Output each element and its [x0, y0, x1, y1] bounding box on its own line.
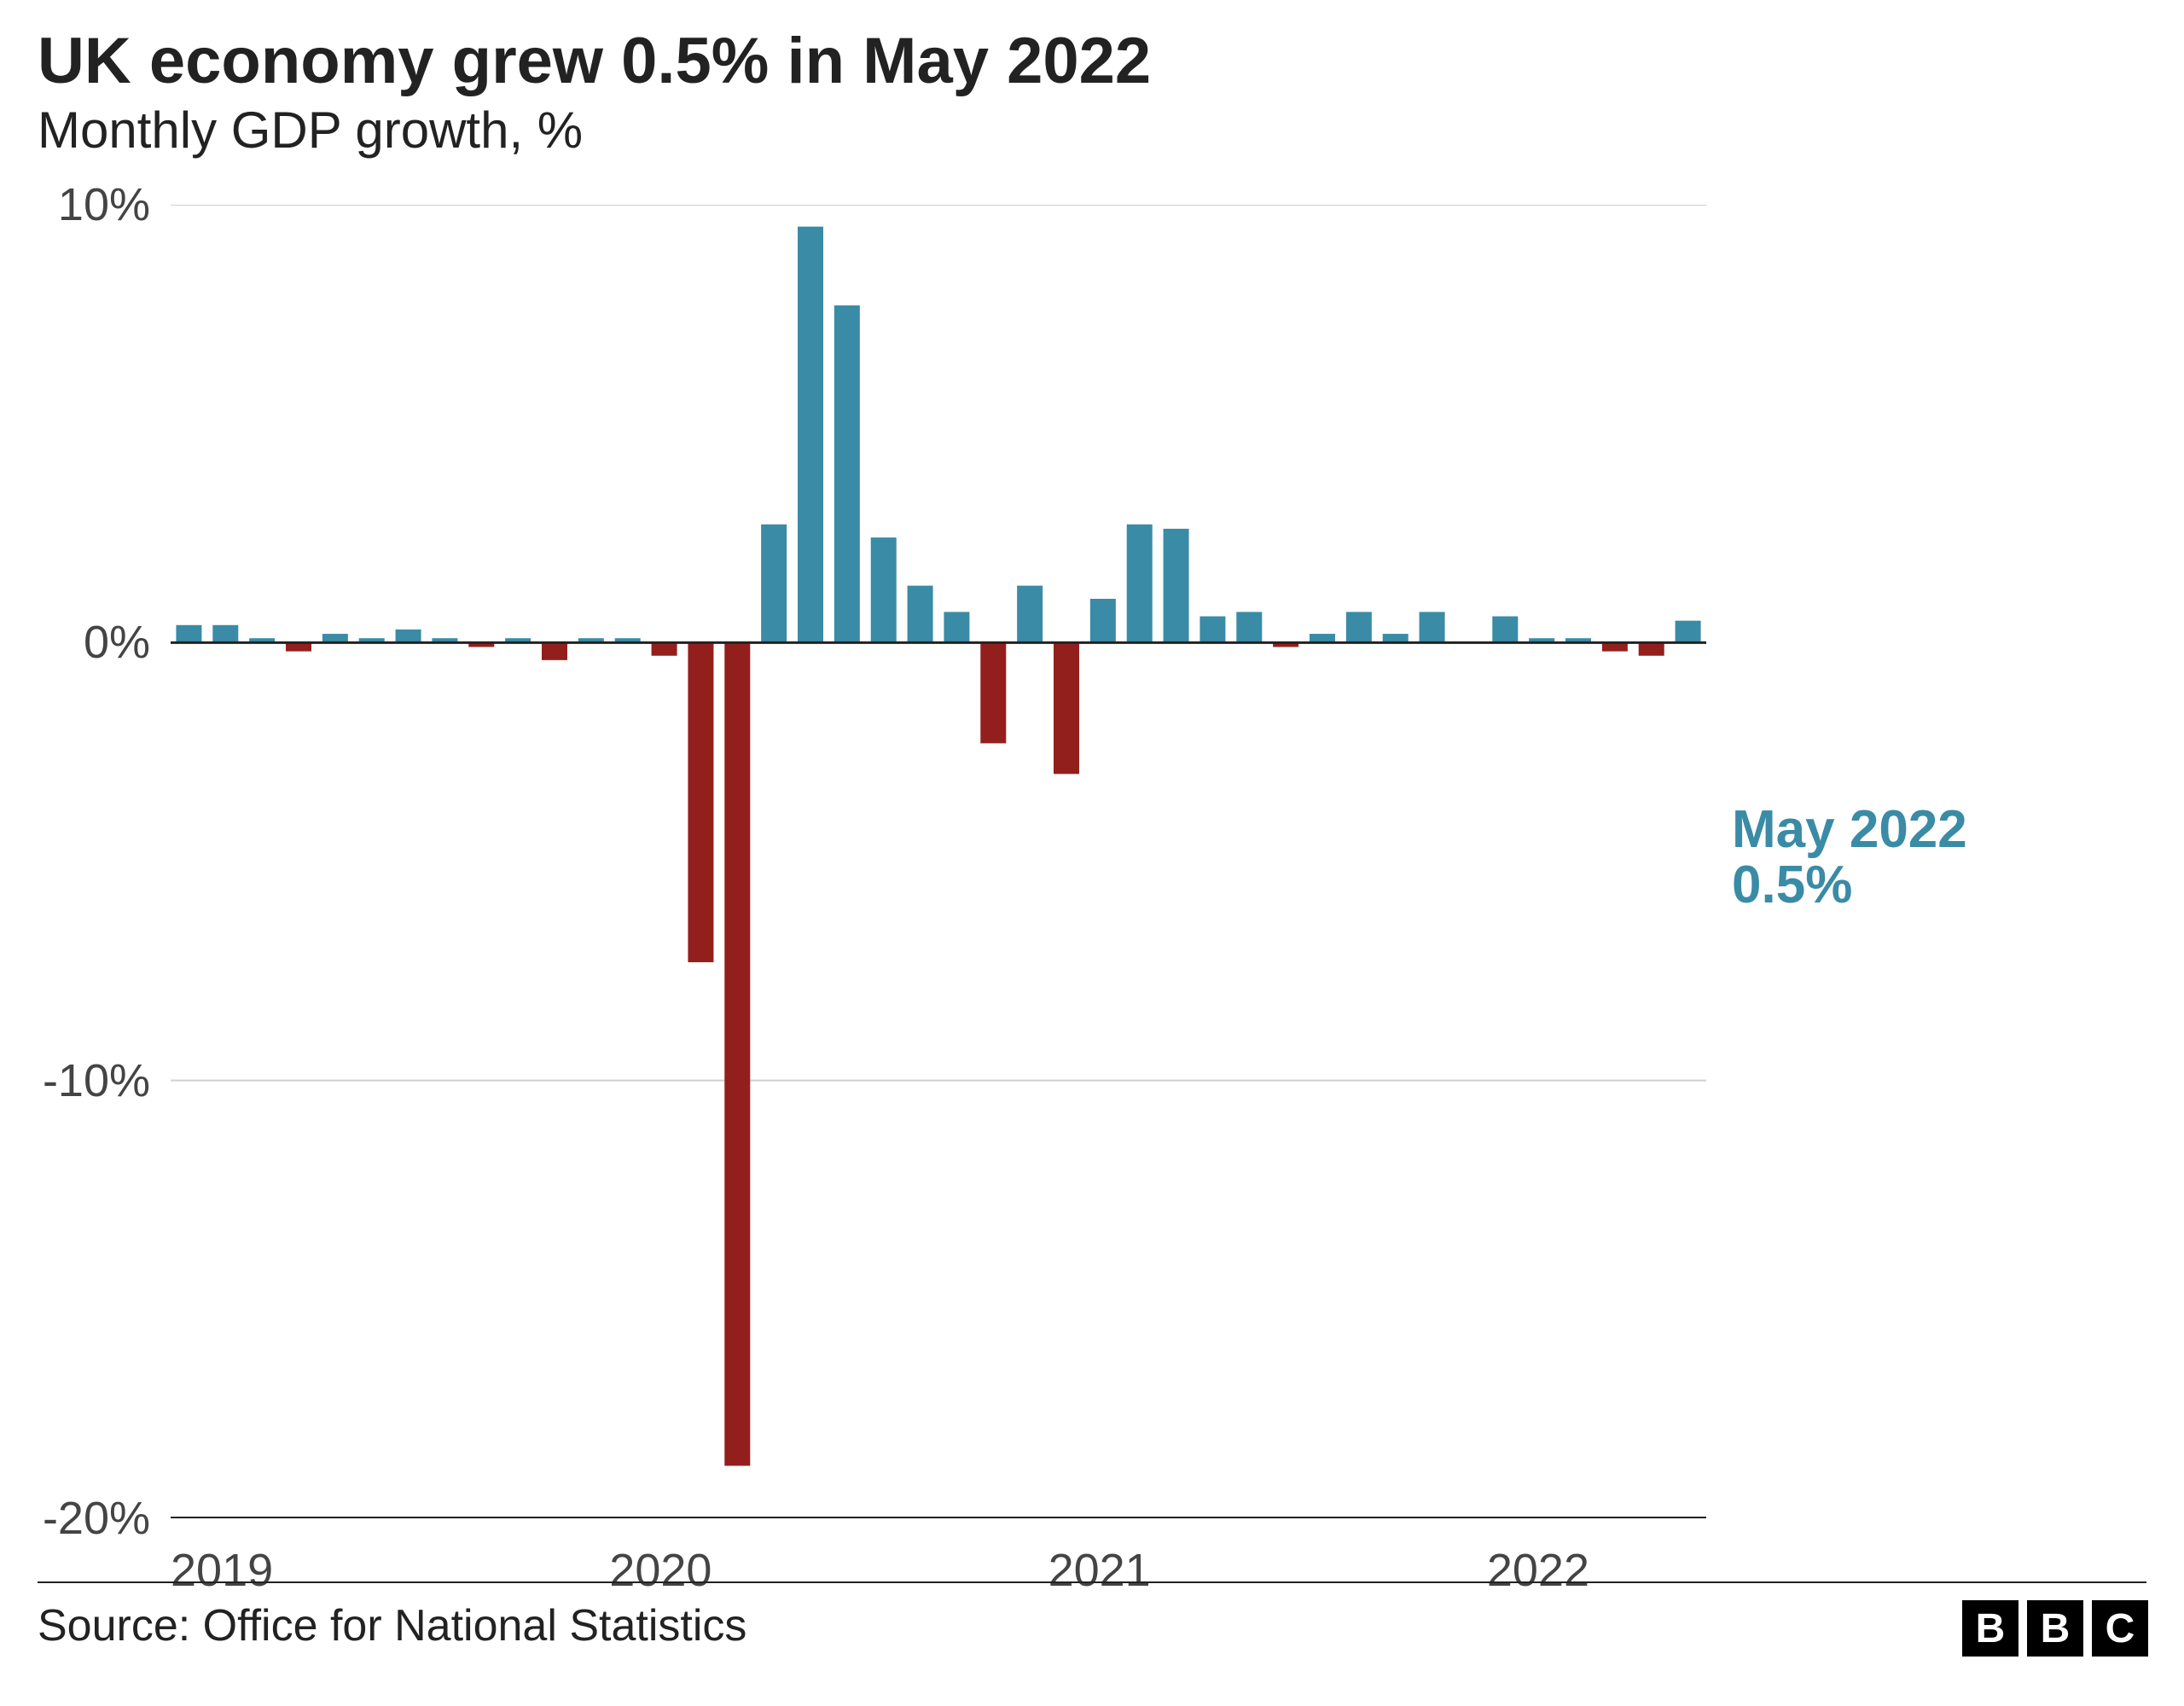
bbc-logo-box-3: C	[2092, 1600, 2148, 1657]
bbc-logo-box-1: B	[1962, 1600, 2018, 1657]
bbc-logo: B B C	[1962, 1600, 2148, 1657]
callout-line1: May 2022	[1732, 802, 1967, 857]
chart-subtitle: Monthly GDP growth, %	[38, 101, 583, 160]
y-tick-label: 10%	[58, 178, 150, 231]
x-tick-label: 2019	[171, 1544, 273, 1597]
x-tick-label: 2021	[1048, 1544, 1151, 1597]
callout-line2: 0.5%	[1732, 857, 1967, 913]
x-tick-label: 2022	[1487, 1544, 1589, 1597]
bar-chart-svg	[171, 205, 1706, 1518]
bbc-logo-box-2: B	[2027, 1600, 2083, 1657]
chart-title: UK economy grew 0.5% in May 2022	[38, 24, 1151, 98]
y-tick-label: 0%	[84, 616, 150, 669]
y-tick-label: -10%	[43, 1054, 150, 1107]
y-tick-label: -20%	[43, 1492, 150, 1545]
footer-rule	[38, 1581, 2146, 1583]
source-text: Source: Office for National Statistics	[38, 1600, 746, 1651]
plot-area: 10%0%-10%-20%2019202020212022	[171, 205, 1706, 1518]
end-callout: May 2022 0.5%	[1732, 802, 1967, 913]
x-tick-label: 2020	[609, 1544, 712, 1597]
chart-container: { "title": { "text": "UK economy grew 0.…	[0, 0, 2184, 1706]
